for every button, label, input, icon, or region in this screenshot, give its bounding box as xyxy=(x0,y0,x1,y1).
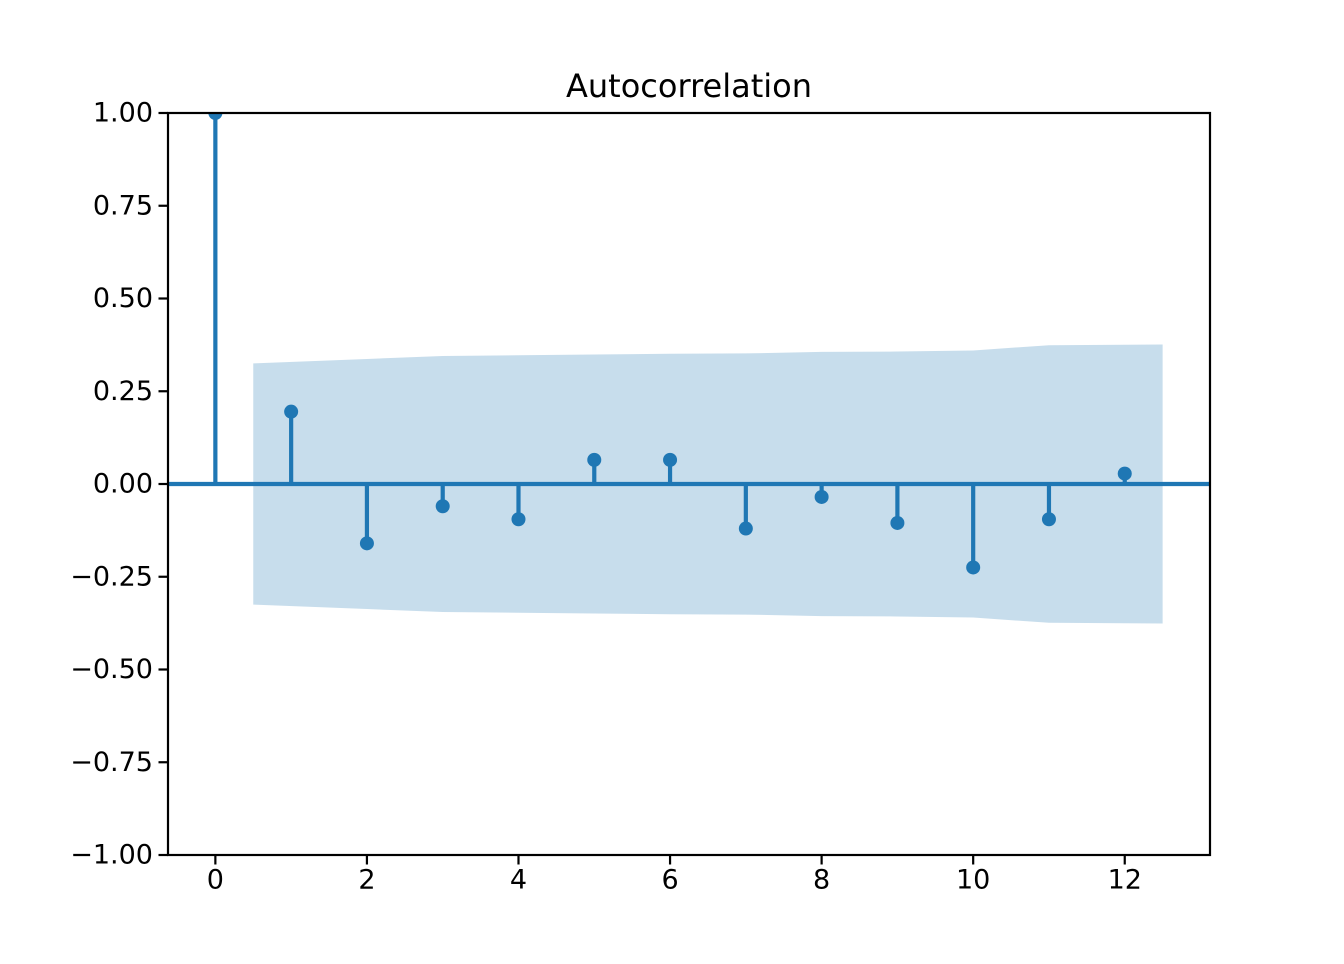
y-axis-ticks: 1.00 0.75 0.50 0.25 0.00 −0.25 −0.50 −0.75 −1.00 xyxy=(70,98,168,871)
x-tick-label: 2 xyxy=(358,865,375,896)
acf-marker-lag-6 xyxy=(663,452,678,467)
x-tick-label: 4 xyxy=(510,865,527,896)
y-tick-label: 0.50 xyxy=(93,283,153,314)
x-axis-ticks: 0 2 4 6 8 10 12 xyxy=(207,855,1142,896)
acf-marker-lag-3 xyxy=(435,499,450,514)
acf-marker-lag-1 xyxy=(284,404,299,419)
x-tick-label: 12 xyxy=(1108,865,1142,896)
acf-marker-lag-8 xyxy=(814,489,829,504)
x-tick-label: 0 xyxy=(207,865,224,896)
y-tick-label: −0.75 xyxy=(70,747,153,778)
y-tick-label: 0.25 xyxy=(93,376,153,407)
y-tick-label: −1.00 xyxy=(70,840,153,871)
acf-marker-lag-2 xyxy=(359,536,374,551)
acf-marker-lag-4 xyxy=(511,512,526,527)
acf-marker-lag-11 xyxy=(1041,512,1056,527)
acf-marker-lag-10 xyxy=(966,560,981,575)
x-tick-label: 6 xyxy=(661,865,678,896)
y-tick-label: 0.75 xyxy=(93,190,153,221)
y-tick-label: 0.00 xyxy=(93,469,153,500)
y-tick-label: 1.00 xyxy=(93,98,153,129)
stem-series xyxy=(208,113,1132,575)
x-tick-label: 10 xyxy=(956,865,990,896)
acf-marker-lag-5 xyxy=(587,452,602,467)
chart-title: Autocorrelation xyxy=(566,67,812,105)
acf-marker-lag-7 xyxy=(738,521,753,536)
y-tick-label: −0.25 xyxy=(70,561,153,592)
acf-marker-lag-9 xyxy=(890,515,905,530)
y-tick-label: −0.50 xyxy=(70,654,153,685)
acf-marker-lag-12 xyxy=(1117,466,1132,481)
x-tick-label: 8 xyxy=(813,865,830,896)
acf-marker-lag-0 xyxy=(208,113,223,120)
